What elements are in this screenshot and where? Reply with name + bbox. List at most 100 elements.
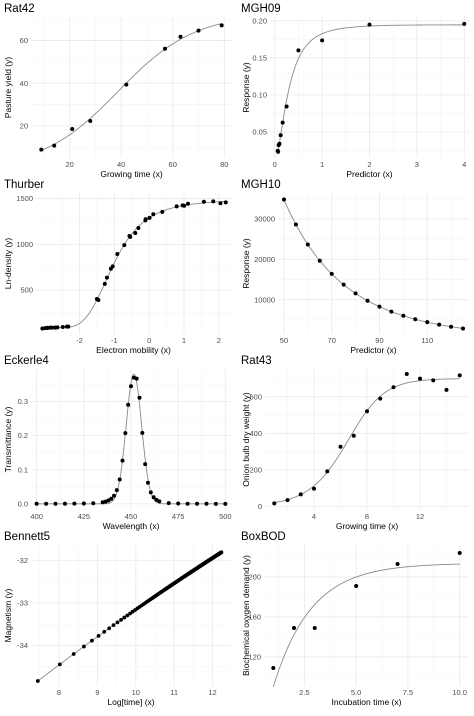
bennett5-data-point [35,679,40,683]
mgh10-x-tick-label: 70 [328,336,336,345]
rat42-data-point [52,143,57,148]
bennett5-y-tick-label: -33 [17,599,28,608]
boxbod-x-tick-label: 2.5 [299,688,309,697]
mgh09-data-point [296,48,301,53]
thurber-data-point [96,298,101,303]
bennett5-x-tick-label: 8 [57,688,61,697]
rat43-y-tick-label: 200 [249,465,262,474]
eckerle4-x-tick-label: 450 [125,512,138,521]
bennett5-x-tick-label: 12 [208,688,216,697]
rat42-data-point [39,147,44,152]
boxbod-data-point [395,562,400,566]
boxbod-x-axis-label: Incubation time (x) [332,697,402,707]
rat42-x-tick-label: 20 [65,160,73,169]
thurber-data-point [49,325,54,330]
bennett5-x-tick-label: 11 [170,688,178,697]
mgh10-x-tick-label: 110 [421,336,433,345]
rat43-x-tick-label: 4 [312,512,316,521]
rat42-data-point [70,126,75,131]
eckerle4-y-tick-label: 0.1 [18,465,28,474]
bennett5-data-point [119,617,123,622]
eckerle4-title: Eckerle4 [4,355,49,367]
boxbod-x-tick-label: 7.5 [403,688,413,697]
eckerle4-data-point [134,376,139,381]
thurber-data-point [104,275,109,280]
thurber-data-point [185,201,190,206]
rat43-y-axis-label: Onion bulb dry weight (y) [241,392,251,487]
rat43-panel: 4 8 12 0 200 400 600 Rat43 Growing time (x) Onion… [241,355,469,531]
eckerle4-data-point [53,501,58,506]
mgh09-x-tick-label: 0 [273,160,277,169]
eckerle4-data-point [137,395,142,400]
bennett5-data-point [96,633,101,638]
mgh09-x-axis-label: Predictor (x) [346,169,392,179]
mgh09-data-point [367,22,372,27]
mgh09-x-tick-label: 2 [367,160,371,169]
mgh10-data-point [281,197,286,202]
eckerle4-data-point [148,490,153,495]
eckerle4-data-point [129,384,133,389]
mgh10-data-point [377,304,382,309]
mgh10-data-point [425,320,430,325]
mgh10-fitted-curve [283,199,464,329]
thurber-data-point [201,199,206,204]
eckerle4-data-point [34,501,39,506]
thurber-title: Thurber [4,179,44,191]
bennett5-panel: 8 9 10 11 12 -34 -33 -32 Bennett5 Log[time] (x) Ma… [3,531,231,707]
rat42-y-axis-label: Pasture yield (y) [3,57,13,119]
bennett5-y-axis-label: Magnetism (y) [3,588,13,642]
mgh09-data-point [278,133,283,138]
mgh09-y-tick-label: 0.15 [252,53,267,62]
rat42-y-tick-label: 60 [20,36,28,45]
thurber-y-axis-label: Ln-density (y) [3,238,13,290]
eckerle4-data-point [166,501,171,506]
rat42-fitted-curve [41,23,222,151]
eckerle4-data-point [62,501,67,506]
rat42-y-tick-label: 40 [20,79,28,88]
bennett5-data-point [102,629,107,634]
bennett5-data-point [107,626,112,631]
eckerle4-data-point [213,501,218,506]
mgh10-x-tick-label: 90 [375,336,383,345]
mgh09-data-point [275,148,280,153]
mgh10-y-axis-label: Response (y) [241,238,251,289]
rat42-data-point [88,118,93,123]
thurber-y-tick-label: 1000 [16,240,33,249]
boxbod-title: BoxBOD [241,531,286,543]
rat43-data-point [338,444,343,449]
eckerle4-data-point [109,496,114,501]
bennett5-data-point [125,613,130,618]
mgh10-data-point [413,317,418,322]
mgh09-data-point [276,143,281,148]
boxbod-x-tick-label: 5.0 [351,688,361,697]
bennett5-data-point [115,620,120,625]
eckerle4-data-point [204,501,209,506]
eckerle4-x-axis-label: Wavelength (x) [103,521,160,531]
eckerle4-fitted-curve [36,373,226,505]
mgh10-data-point [293,222,298,227]
rat43-x-axis-label: Growing time (x) [336,521,399,531]
thurber-panel: -2 -1 0 1 2 500 1000 1500 Thurber Electron mobili… [3,179,231,355]
boxbod-data-point [354,584,359,588]
boxbod-data-point [312,626,317,630]
thurber-data-point [110,264,115,269]
rat43-data-point [272,501,277,506]
thurber-data-point [160,209,165,214]
bennett5-data-point [90,638,94,643]
boxbod-y-tick-label: 200 [248,573,261,582]
mgh09-data-point [320,38,325,43]
eckerle4-data-point [120,458,125,463]
mgh09-data-point [284,104,289,109]
eckerle4-data-point [123,431,128,436]
eckerle4-y-axis-label: Transmittance (y) [3,406,13,472]
rat43-data-point [404,371,409,376]
thurber-data-point [40,326,45,331]
mgh09-data-point [280,120,285,125]
thurber-data-point [102,281,107,286]
thurber-data-point [55,325,60,330]
boxbod-fitted-curve [272,563,460,688]
mgh10-data-point [401,313,406,318]
eckerle4-data-point [157,499,162,504]
thurber-x-axis-label: Electron mobility (x) [96,345,171,355]
